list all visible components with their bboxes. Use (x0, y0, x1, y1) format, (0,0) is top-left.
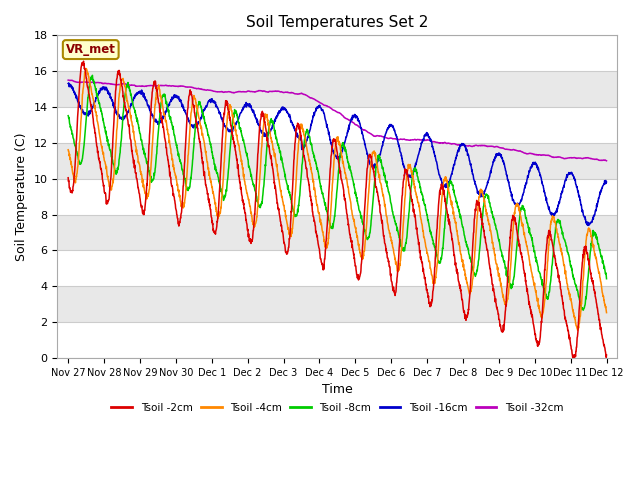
Bar (58, 215, 618, 251)
Legend: Tsoil -2cm, Tsoil -4cm, Tsoil -8cm, Tsoil -16cm, Tsoil -32cm: Tsoil -2cm, Tsoil -4cm, Tsoil -8cm, Tsoi… (108, 399, 568, 417)
Bar (58, 36, 618, 71)
Bar (58, 322, 618, 358)
Bar (58, 143, 618, 179)
X-axis label: Time: Time (322, 383, 353, 396)
Text: VR_met: VR_met (66, 43, 116, 56)
Bar (58, 286, 618, 322)
Bar (58, 251, 618, 286)
Bar (58, 179, 618, 215)
Bar (58, 107, 618, 143)
Bar (58, 71, 618, 107)
Y-axis label: Soil Temperature (C): Soil Temperature (C) (15, 132, 28, 261)
Title: Soil Temperatures Set 2: Soil Temperatures Set 2 (246, 15, 429, 30)
